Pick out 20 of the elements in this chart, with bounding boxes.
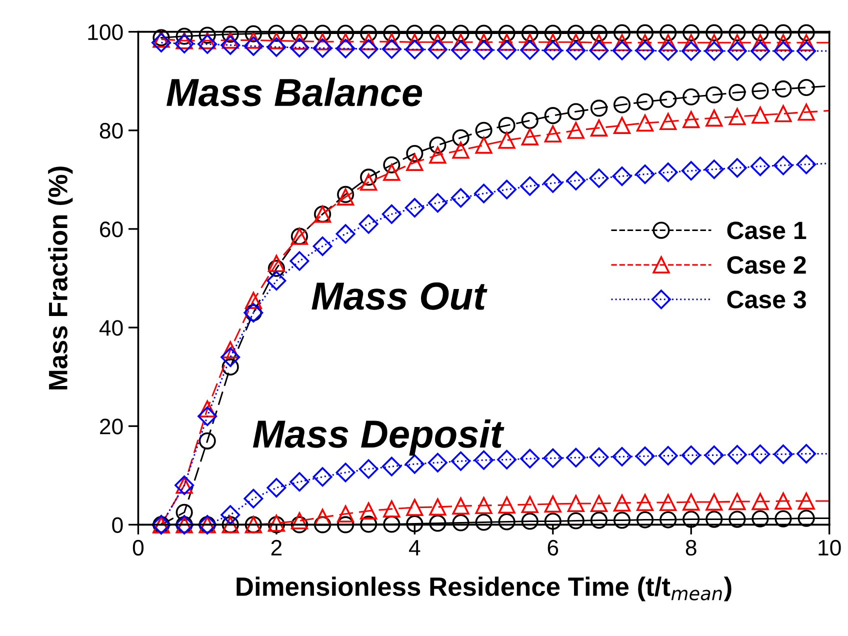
annotation: Mass Out [312,282,488,310]
legend-label: Case 3 [727,290,806,308]
y-tick-label: 100 [88,24,123,40]
y-tick-label: 60 [100,221,123,238]
x-tick-label: 10 [818,540,841,556]
y-axis-title: Mass Fraction (%) [48,166,73,390]
legend-label: Case 2 [727,256,806,274]
x-tick-label: 2 [271,540,282,556]
annotation: Mass Balance [166,78,422,106]
annotation: Mass Deposit [252,419,504,456]
x-tick-label: 6 [548,540,558,556]
y-tick-label: 0 [112,517,123,533]
y-tick-label: 20 [100,418,123,434]
legend-label: Case 1 [727,222,806,240]
x-tick-label: 4 [409,540,420,556]
x-tick-label: 8 [686,540,696,556]
x-axis-title: Dimensionless Residence Time (t/t$_{mean}$) [236,576,732,602]
y-tick-label: 80 [100,122,123,139]
y-tick-label: 40 [99,320,123,336]
x-tick-label: 0 [132,540,144,556]
